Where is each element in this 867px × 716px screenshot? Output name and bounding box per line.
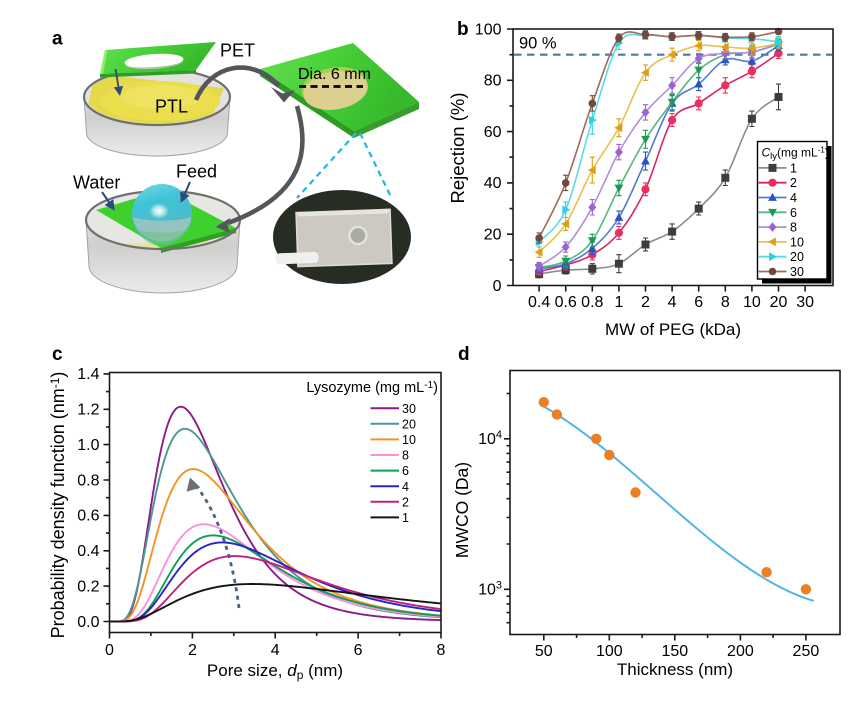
svg-text:150: 150: [661, 643, 688, 660]
svg-text:Probability density function (: Probability density function (nm-1): [48, 372, 68, 639]
svg-text:a: a: [52, 29, 63, 50]
svg-text:90 %: 90 %: [519, 35, 557, 53]
svg-text:0.8: 0.8: [77, 472, 99, 489]
svg-text:20: 20: [770, 294, 788, 311]
svg-text:0.4: 0.4: [528, 294, 550, 311]
svg-text:100: 100: [475, 21, 502, 38]
svg-text:1: 1: [402, 511, 409, 525]
svg-text:30: 30: [796, 294, 814, 311]
svg-text:Pore size, dp (nm): Pore size, dp (nm): [207, 661, 343, 682]
svg-text:2: 2: [790, 176, 797, 190]
svg-text:Cly(mg mL-1): Cly(mg mL-1): [762, 146, 829, 163]
svg-text:1.4: 1.4: [77, 366, 99, 383]
svg-text:0.0: 0.0: [77, 614, 99, 631]
svg-text:0.6: 0.6: [555, 294, 577, 311]
svg-text:Water: Water: [73, 173, 120, 193]
svg-text:60: 60: [484, 124, 502, 141]
svg-text:1.2: 1.2: [77, 402, 99, 419]
svg-text:MW of PEG (kDa): MW of PEG (kDa): [605, 320, 741, 339]
svg-text:8: 8: [721, 294, 730, 311]
svg-text:2: 2: [402, 495, 409, 509]
svg-text:20: 20: [402, 417, 416, 431]
svg-text:0.6: 0.6: [77, 508, 99, 525]
svg-text:2: 2: [641, 294, 650, 311]
svg-text:MWCO (Da): MWCO (Da): [452, 462, 472, 558]
svg-text:b: b: [457, 19, 469, 40]
svg-text:d: d: [458, 344, 470, 365]
svg-text:Lysozyme (mg mL-1): Lysozyme (mg mL-1): [306, 380, 438, 396]
svg-text:250: 250: [793, 643, 820, 660]
svg-text:0.2: 0.2: [77, 578, 99, 595]
svg-text:4: 4: [271, 642, 280, 659]
svg-text:6: 6: [354, 642, 363, 659]
svg-text:30: 30: [402, 402, 416, 416]
svg-text:Thickness (nm): Thickness (nm): [617, 660, 733, 679]
svg-text:10: 10: [402, 433, 416, 447]
svg-text:10: 10: [790, 235, 804, 249]
svg-text:1: 1: [614, 294, 623, 311]
svg-text:0: 0: [493, 278, 502, 295]
svg-text:4: 4: [790, 191, 797, 205]
svg-text:100: 100: [596, 643, 623, 660]
svg-text:6: 6: [694, 294, 703, 311]
svg-text:0: 0: [105, 642, 114, 659]
svg-text:200: 200: [727, 643, 754, 660]
svg-text:1: 1: [790, 161, 797, 175]
svg-text:8: 8: [437, 642, 446, 659]
svg-text:Feed: Feed: [176, 162, 217, 182]
svg-text:20: 20: [484, 227, 502, 244]
svg-text:30: 30: [790, 265, 804, 279]
svg-text:6: 6: [402, 464, 409, 478]
svg-text:Dia. 6 mm: Dia. 6 mm: [298, 66, 371, 83]
svg-text:8: 8: [402, 449, 409, 463]
svg-text:20: 20: [790, 250, 804, 264]
svg-text:c: c: [52, 344, 63, 365]
svg-text:4: 4: [668, 294, 677, 311]
svg-text:PET: PET: [220, 41, 255, 61]
svg-text:40: 40: [484, 175, 502, 192]
svg-text:80: 80: [484, 73, 502, 90]
svg-text:10: 10: [743, 294, 761, 311]
svg-text:50: 50: [535, 643, 553, 660]
svg-text:Rejection (%): Rejection (%): [447, 92, 468, 203]
svg-text:8: 8: [790, 221, 797, 235]
svg-text:1.0: 1.0: [77, 437, 99, 454]
svg-text:PTL: PTL: [155, 97, 188, 117]
svg-text:2: 2: [188, 642, 197, 659]
svg-text:0.4: 0.4: [77, 543, 99, 560]
svg-text:0.8: 0.8: [581, 294, 603, 311]
svg-text:6: 6: [790, 206, 797, 220]
svg-text:4: 4: [402, 480, 409, 494]
